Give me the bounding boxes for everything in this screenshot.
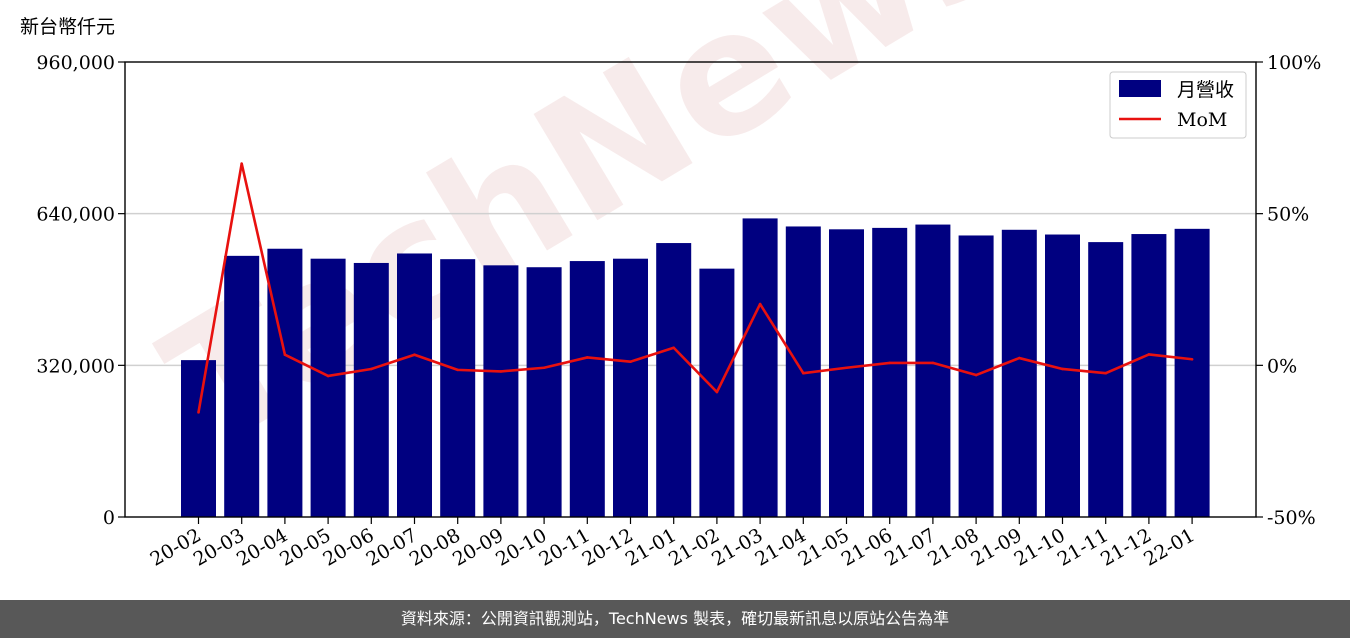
y-axis-unit-label: 新台幣仟元 bbox=[20, 16, 116, 38]
mom-point-20-03 bbox=[240, 162, 243, 165]
mom-point-21-05 bbox=[845, 366, 848, 370]
bar-21-03 bbox=[742, 218, 778, 517]
y-right-tick-label: -50% bbox=[1267, 507, 1316, 529]
bar-20-03 bbox=[224, 255, 260, 518]
bar-20-08 bbox=[440, 259, 476, 517]
y-left-tick-label: 320,000 bbox=[36, 355, 115, 377]
mom-point-20-12 bbox=[629, 360, 632, 363]
mom-point-20-07 bbox=[413, 353, 416, 357]
legend-bar-swatch bbox=[1119, 80, 1161, 97]
mom-point-20-10 bbox=[542, 366, 546, 370]
bar-20-02 bbox=[181, 360, 216, 517]
bar-21-05 bbox=[829, 229, 864, 517]
bar-20-05 bbox=[310, 258, 346, 517]
y-left-tick-label: 960,000 bbox=[36, 52, 115, 74]
mom-point-21-08 bbox=[974, 373, 978, 377]
bar-20-11 bbox=[569, 261, 605, 517]
bar-21-09 bbox=[1001, 229, 1037, 517]
y-left-tick-label: 640,000 bbox=[36, 204, 115, 226]
mom-point-21-04 bbox=[802, 371, 805, 375]
bar-20-07 bbox=[397, 253, 432, 517]
mom-point-20-08 bbox=[456, 368, 460, 372]
y-left-tick-label: 0 bbox=[103, 507, 115, 529]
bar-20-06 bbox=[353, 262, 389, 517]
bar-21-07 bbox=[915, 224, 951, 518]
footer-source-note: 資料來源：公開資訊觀測站，TechNews 製表，確切最新訊息以原站公告為準 bbox=[0, 600, 1350, 638]
bar-21-12 bbox=[1131, 234, 1167, 517]
x-tick-label-22-01: 22-01 bbox=[1140, 524, 1198, 570]
legend-label-mom: MoM bbox=[1177, 109, 1227, 131]
mom-point-22-01 bbox=[1190, 357, 1194, 361]
mom-point-21-12 bbox=[1147, 353, 1151, 356]
mom-point-21-06 bbox=[888, 361, 891, 365]
mom-point-21-01 bbox=[672, 346, 675, 350]
mom-point-20-05 bbox=[326, 374, 330, 378]
mom-point-21-09 bbox=[1018, 356, 1021, 360]
mom-point-21-02 bbox=[715, 390, 719, 394]
legend: 月營收 MoM bbox=[1109, 71, 1247, 139]
bar-21-10 bbox=[1045, 234, 1080, 518]
bar-20-09 bbox=[483, 265, 519, 517]
y-right-tick-label: 0% bbox=[1267, 355, 1297, 377]
mom-point-20-09 bbox=[499, 370, 503, 373]
mom-point-20-02 bbox=[197, 411, 200, 414]
mom-point-21-07 bbox=[931, 361, 935, 365]
bar-21-06 bbox=[872, 227, 908, 517]
revenue-chart: TechNews0320,000640,000960,000-50%0%50%1… bbox=[36, 0, 1321, 571]
bar-21-01 bbox=[656, 243, 692, 518]
bar-20-04 bbox=[267, 248, 303, 518]
mom-point-21-03 bbox=[758, 302, 762, 306]
bar-21-11 bbox=[1088, 242, 1124, 517]
y-right-tick-label: 100% bbox=[1267, 52, 1321, 74]
bar-20-12 bbox=[613, 258, 648, 517]
bar-20-10 bbox=[526, 267, 562, 517]
bar-22-01 bbox=[1174, 228, 1210, 518]
mom-point-20-06 bbox=[370, 367, 373, 371]
legend-label-revenue: 月營收 bbox=[1177, 79, 1234, 101]
plot-frame bbox=[124, 61, 1257, 518]
mom-point-21-11 bbox=[1104, 371, 1107, 375]
y-right-tick-label: 50% bbox=[1267, 204, 1309, 226]
mom-line bbox=[197, 162, 1193, 413]
mom-point-20-04 bbox=[283, 353, 287, 357]
mom-point-20-11 bbox=[586, 356, 589, 359]
mom-point-21-10 bbox=[1061, 367, 1064, 371]
